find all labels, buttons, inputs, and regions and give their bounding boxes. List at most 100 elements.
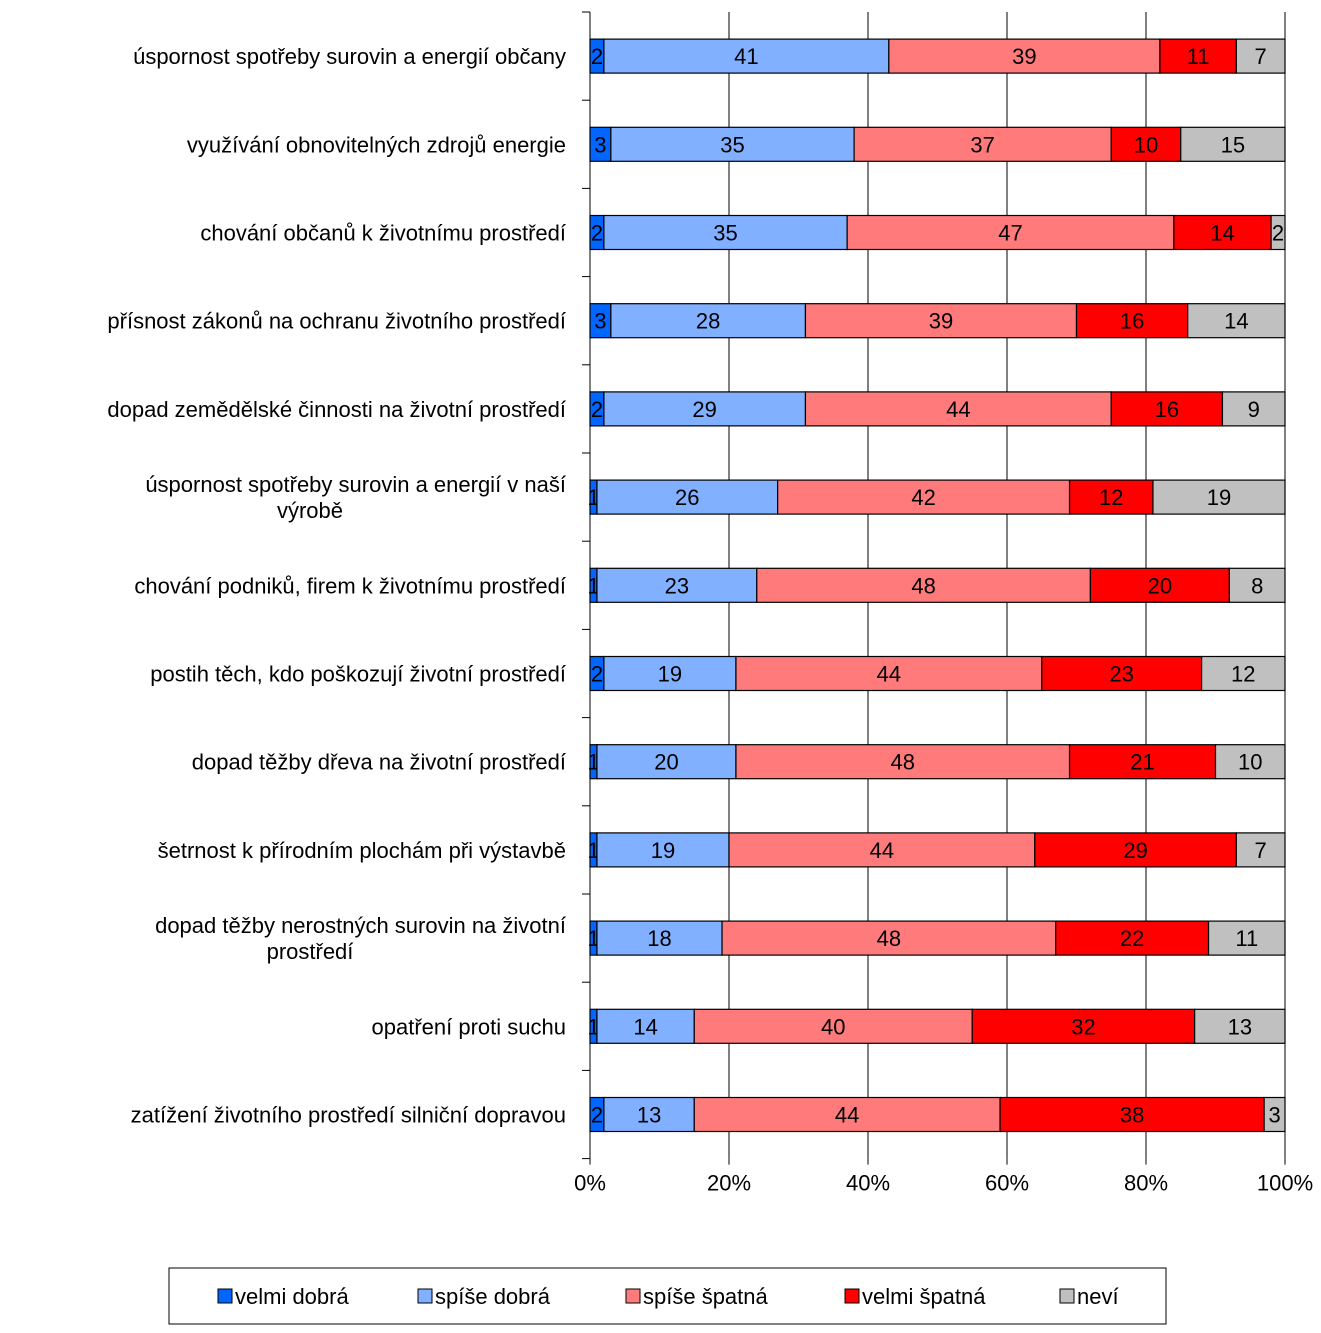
bar-segment: [971, 1008, 1196, 1044]
data-label: 29: [692, 397, 716, 422]
bar-segment: [1180, 126, 1286, 162]
legend-swatch: [417, 1288, 433, 1304]
data-label: 2: [591, 397, 603, 422]
data-label: 38: [1120, 1103, 1144, 1128]
bar-segment: [596, 744, 737, 780]
bar-segment: [1270, 214, 1286, 251]
data-label: 3: [1268, 1103, 1280, 1128]
bar-segment: [693, 1008, 973, 1044]
category-label: šetrnost k přírodním plochám při výstavb…: [158, 838, 566, 863]
bar-segment: [596, 567, 758, 603]
bar-segment: [1152, 479, 1286, 515]
bar-segment: [1075, 303, 1189, 339]
data-label: 7: [1255, 838, 1267, 863]
data-label: 19: [658, 662, 682, 687]
bar-segment: [1173, 214, 1272, 251]
data-label: 2: [591, 221, 603, 246]
bar-segment: [721, 920, 1057, 956]
bar-segment: [603, 391, 807, 427]
bar-segment: [1194, 1008, 1286, 1044]
bar-segment: [853, 126, 1112, 162]
bar-segment: [1207, 920, 1286, 956]
legend-swatch: [625, 1288, 641, 1304]
data-label: 8: [1251, 573, 1263, 598]
bar-segment: [603, 214, 848, 251]
data-label: 21: [1130, 750, 1154, 775]
bar-segment: [1055, 920, 1210, 956]
data-label: 48: [877, 926, 901, 951]
data-label: 12: [1099, 485, 1123, 510]
x-tick-label: 40%: [846, 1171, 890, 1196]
data-label: 14: [1224, 309, 1248, 334]
data-label: 26: [675, 485, 699, 510]
bar-segment: [735, 655, 1043, 692]
category-label: dopad těžby dřeva na životní prostředí: [192, 750, 566, 775]
data-label: 13: [637, 1103, 661, 1128]
bar-segment: [1110, 391, 1224, 427]
category-label: chování občanů k životnímu prostředí: [200, 221, 566, 246]
legend-label: spíše dobrá: [435, 1284, 551, 1309]
data-label: 11: [1187, 44, 1210, 69]
bar-segment: [1200, 655, 1286, 692]
data-label: 20: [654, 750, 678, 775]
data-label: 18: [647, 926, 671, 951]
category-label: využívání obnovitelných zdrojů energie: [187, 132, 566, 157]
data-label: 10: [1134, 132, 1158, 157]
category-label: opatření proti suchu: [372, 1014, 566, 1039]
bar-segment: [1214, 744, 1286, 780]
data-label: 32: [1071, 1014, 1095, 1039]
bar-segment: [596, 920, 723, 956]
data-label: 11: [1235, 926, 1258, 951]
x-tick-label: 60%: [985, 1171, 1029, 1196]
data-label: 39: [1012, 44, 1036, 69]
data-label: 44: [946, 397, 970, 422]
data-label: 15: [1221, 132, 1245, 157]
bar-segment: [610, 126, 855, 162]
data-label: 48: [891, 750, 915, 775]
bar-segment: [1263, 1096, 1286, 1133]
data-label: 3: [594, 132, 606, 157]
bar-segment: [846, 214, 1175, 251]
data-label: 10: [1238, 750, 1262, 775]
data-label: 20: [1148, 573, 1172, 598]
data-label: 39: [929, 309, 953, 334]
data-label: 48: [911, 573, 935, 598]
category-label: přísnost zákonů na ochranu životního pro…: [107, 309, 566, 334]
data-label: 13: [1228, 1014, 1252, 1039]
x-tick-label: 20%: [707, 1171, 751, 1196]
data-label: 23: [1109, 662, 1133, 687]
category-label: zatížení životního prostředí silniční do…: [131, 1103, 566, 1128]
data-label: 9: [1248, 397, 1260, 422]
category-label: úspornost spotřeby surovin a energií v n…: [145, 472, 566, 523]
category-label: dopad zemědělské činnosti na životní pro…: [107, 397, 566, 422]
category-label: chování podniků, firem k životnímu prost…: [134, 573, 566, 598]
bar-segment: [1041, 655, 1203, 692]
data-label: 2: [591, 44, 603, 69]
data-label: 16: [1120, 309, 1144, 334]
data-label: 44: [835, 1103, 859, 1128]
bar-segment: [777, 479, 1071, 515]
data-label: 37: [970, 132, 994, 157]
data-label: 2: [591, 662, 603, 687]
legend-swatch: [217, 1288, 233, 1304]
legend-label: neví: [1077, 1284, 1119, 1309]
data-label: 41: [734, 44, 758, 69]
x-tick-label: 100%: [1257, 1171, 1313, 1196]
bar-segment: [804, 303, 1078, 339]
data-label: 2: [1272, 221, 1284, 246]
data-label: 19: [1207, 485, 1231, 510]
data-label: 47: [998, 221, 1022, 246]
bar-segment: [1221, 391, 1286, 427]
data-label: 19: [651, 838, 675, 863]
bar-segment: [1110, 126, 1182, 162]
data-label: 40: [821, 1014, 845, 1039]
data-label: 44: [870, 838, 894, 863]
bar-segment: [804, 391, 1112, 427]
bar-segment: [999, 1096, 1265, 1133]
legend-label: spíše špatná: [643, 1284, 769, 1309]
bar-segment: [1235, 38, 1286, 74]
data-label: 28: [696, 309, 720, 334]
data-label: 29: [1123, 838, 1147, 863]
